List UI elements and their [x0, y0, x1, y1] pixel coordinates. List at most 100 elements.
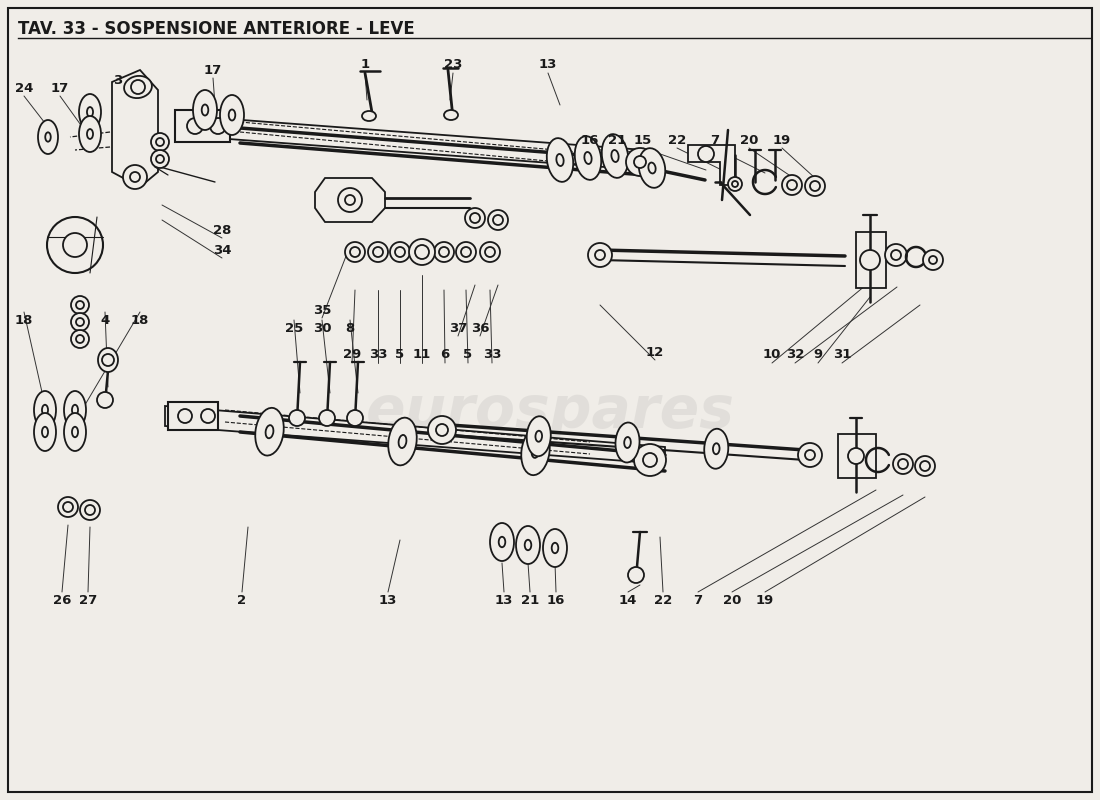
- Text: 7: 7: [693, 594, 703, 606]
- Ellipse shape: [192, 90, 217, 130]
- Circle shape: [470, 213, 480, 223]
- Circle shape: [434, 242, 454, 262]
- Circle shape: [634, 444, 665, 476]
- Ellipse shape: [87, 129, 94, 139]
- Circle shape: [97, 392, 113, 408]
- Ellipse shape: [525, 540, 531, 550]
- Ellipse shape: [265, 425, 274, 438]
- Circle shape: [409, 239, 434, 265]
- Circle shape: [728, 177, 743, 191]
- Circle shape: [72, 330, 89, 348]
- Circle shape: [345, 242, 365, 262]
- Ellipse shape: [72, 426, 78, 438]
- Text: 25: 25: [285, 322, 304, 334]
- Circle shape: [634, 156, 646, 168]
- Text: 8: 8: [345, 322, 354, 334]
- Ellipse shape: [220, 95, 244, 135]
- Text: 36: 36: [471, 322, 490, 334]
- Text: 14: 14: [619, 594, 637, 606]
- Circle shape: [488, 210, 508, 230]
- Ellipse shape: [398, 435, 406, 448]
- Circle shape: [798, 443, 822, 467]
- Ellipse shape: [45, 132, 51, 142]
- Circle shape: [130, 172, 140, 182]
- Ellipse shape: [557, 154, 563, 166]
- Ellipse shape: [498, 537, 505, 547]
- Text: 19: 19: [756, 594, 774, 606]
- Ellipse shape: [201, 105, 208, 115]
- Circle shape: [63, 233, 87, 257]
- Polygon shape: [112, 70, 158, 187]
- Ellipse shape: [516, 526, 540, 564]
- Bar: [168, 402, 218, 430]
- Circle shape: [782, 175, 802, 195]
- Circle shape: [461, 247, 471, 257]
- Ellipse shape: [616, 422, 639, 462]
- Circle shape: [345, 195, 355, 205]
- Text: 30: 30: [312, 322, 331, 334]
- Text: 15: 15: [634, 134, 652, 146]
- Ellipse shape: [388, 418, 417, 466]
- Circle shape: [930, 256, 937, 264]
- Circle shape: [595, 250, 605, 260]
- Text: 20: 20: [723, 594, 741, 606]
- Ellipse shape: [255, 408, 284, 455]
- Text: 11: 11: [412, 349, 431, 362]
- Text: 10: 10: [762, 349, 781, 362]
- Circle shape: [588, 243, 612, 267]
- Ellipse shape: [87, 107, 94, 117]
- Circle shape: [848, 448, 864, 464]
- Text: 12: 12: [646, 346, 664, 358]
- Ellipse shape: [42, 405, 48, 415]
- Circle shape: [480, 242, 501, 262]
- Ellipse shape: [79, 116, 101, 152]
- Circle shape: [373, 247, 383, 257]
- Text: 13: 13: [539, 58, 558, 71]
- Circle shape: [805, 450, 815, 460]
- Ellipse shape: [229, 110, 235, 121]
- Circle shape: [860, 250, 880, 270]
- Circle shape: [151, 133, 169, 151]
- Circle shape: [898, 459, 907, 469]
- Circle shape: [698, 146, 714, 162]
- Circle shape: [156, 138, 164, 146]
- Ellipse shape: [444, 110, 458, 120]
- Text: eurospares: eurospares: [365, 383, 735, 441]
- Circle shape: [886, 244, 907, 266]
- Text: 13: 13: [495, 594, 514, 606]
- Ellipse shape: [527, 416, 551, 456]
- Text: 18: 18: [14, 314, 33, 326]
- Text: 1: 1: [361, 58, 370, 71]
- Ellipse shape: [531, 445, 539, 458]
- Ellipse shape: [575, 136, 602, 180]
- Ellipse shape: [704, 429, 728, 469]
- Circle shape: [412, 242, 432, 262]
- Text: 6: 6: [440, 349, 450, 362]
- Ellipse shape: [34, 391, 56, 429]
- Circle shape: [786, 180, 798, 190]
- Circle shape: [210, 118, 225, 134]
- Circle shape: [151, 150, 169, 168]
- Circle shape: [338, 188, 362, 212]
- Circle shape: [63, 502, 73, 512]
- Ellipse shape: [543, 529, 566, 567]
- Bar: [175, 110, 230, 142]
- Text: 33: 33: [368, 349, 387, 362]
- Text: 34: 34: [212, 243, 231, 257]
- Circle shape: [187, 118, 204, 134]
- Ellipse shape: [362, 111, 376, 121]
- Circle shape: [810, 181, 820, 191]
- Ellipse shape: [64, 413, 86, 451]
- Ellipse shape: [713, 443, 719, 454]
- Circle shape: [76, 335, 84, 343]
- Text: 2: 2: [238, 594, 246, 606]
- Circle shape: [805, 176, 825, 196]
- Circle shape: [47, 217, 103, 273]
- Polygon shape: [175, 115, 645, 170]
- Circle shape: [439, 247, 449, 257]
- Ellipse shape: [72, 405, 78, 415]
- Circle shape: [628, 567, 643, 583]
- Circle shape: [85, 505, 95, 515]
- Circle shape: [891, 250, 901, 260]
- Circle shape: [123, 165, 147, 189]
